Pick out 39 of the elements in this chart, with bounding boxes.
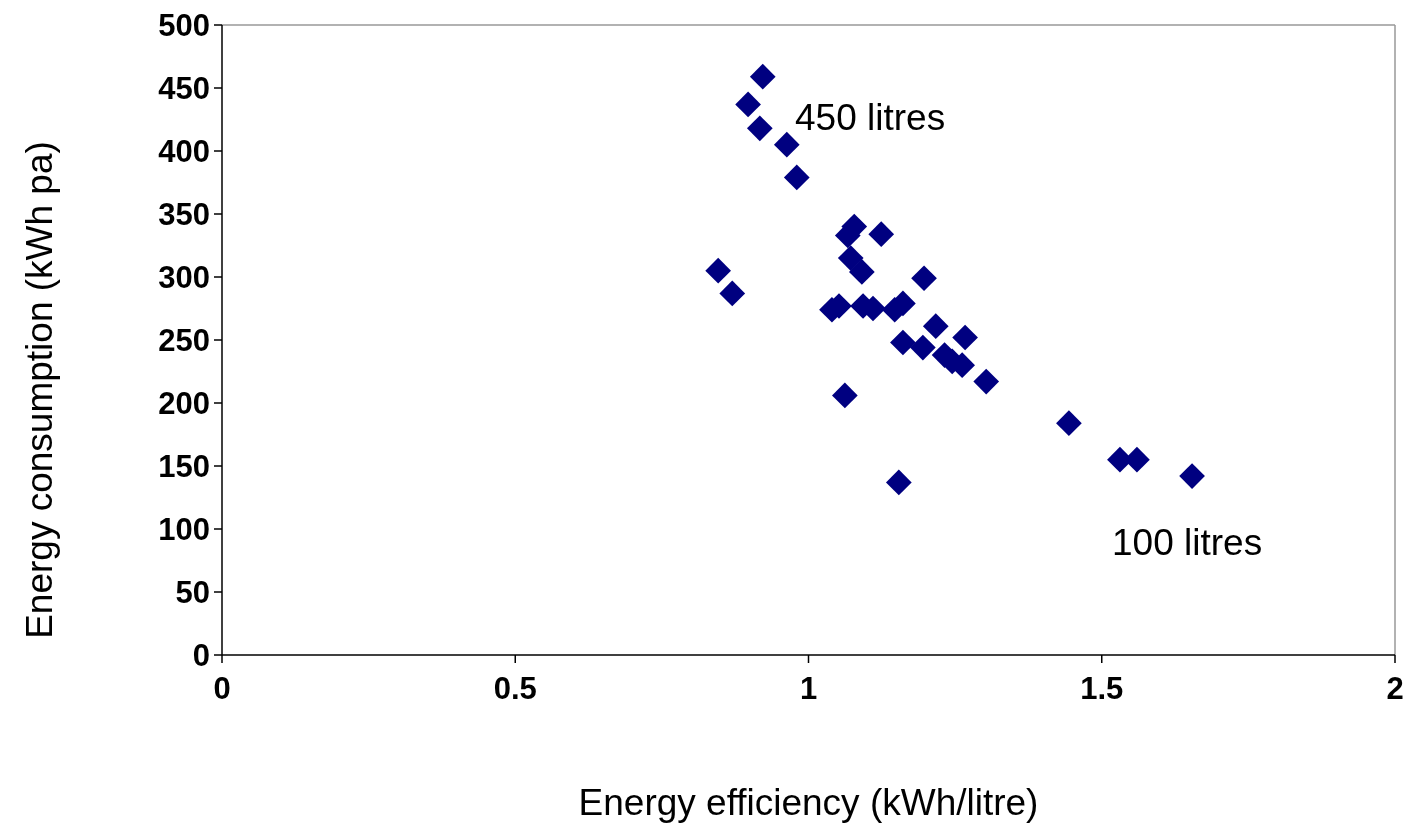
y-tick-label: 350 [158,196,210,232]
point [735,91,761,118]
point [1179,463,1205,489]
y-tick-label: 450 [158,70,210,106]
y-tick-label: 500 [158,7,210,43]
annotation: 450 litres [795,97,946,138]
y-tick-label: 50 [175,574,210,610]
y-tick-label: 250 [158,322,210,358]
y-tick-label: 400 [158,133,210,169]
y-tick-label: 200 [158,385,210,421]
point [1056,410,1082,437]
point [911,265,937,292]
x-tick-label: 1 [799,671,818,706]
y-tick-label: 100 [158,511,210,547]
y-axis-title: Energy consumption (kWh pa) [19,141,60,639]
point [746,115,773,142]
x-tick-label: 0.5 [493,671,537,706]
y-tick-label: 150 [158,448,210,484]
point [868,221,895,248]
point [973,368,1000,395]
point [837,245,864,271]
x-tick-label: 2 [1386,671,1404,706]
x-axis-title: Energy efficiency (kWh/litre) [578,782,1039,823]
point [910,334,936,361]
y-tick-label: 0 [192,637,210,673]
point [832,382,858,409]
point [885,469,912,496]
point [890,329,916,356]
point [749,63,776,90]
x-tick-label: 1.5 [1080,671,1124,706]
point [719,280,746,307]
y-tick-label: 300 [158,259,210,295]
point [922,313,949,339]
point [849,259,875,285]
point [952,324,978,351]
point [705,257,732,284]
point [783,164,810,191]
annotation: 100 litres [1112,522,1263,563]
point [773,131,800,158]
